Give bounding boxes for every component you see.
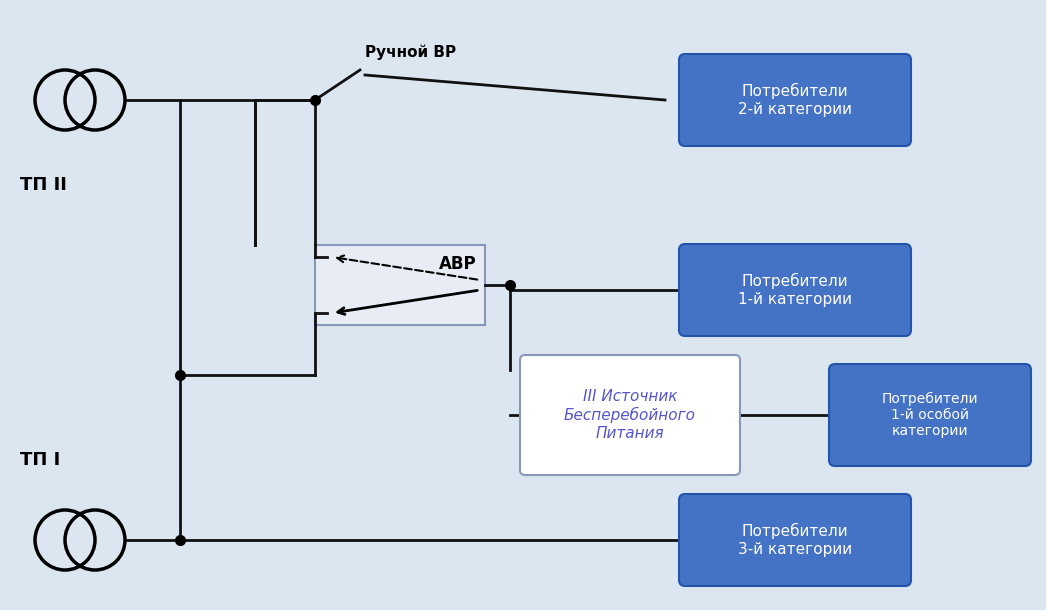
FancyBboxPatch shape	[679, 494, 911, 586]
Text: Потребители
1-й особой
категории: Потребители 1-й особой категории	[882, 392, 978, 438]
Text: Потребители
1-й категории: Потребители 1-й категории	[738, 273, 852, 307]
FancyBboxPatch shape	[679, 244, 911, 336]
FancyBboxPatch shape	[679, 54, 911, 146]
Text: ТП II: ТП II	[20, 176, 67, 194]
Text: Потребители
3-й категории: Потребители 3-й категории	[737, 523, 852, 557]
Text: Потребители
2-й категории: Потребители 2-й категории	[738, 83, 852, 117]
FancyBboxPatch shape	[520, 355, 740, 475]
Text: ТП I: ТП I	[20, 451, 61, 469]
FancyBboxPatch shape	[315, 245, 485, 325]
Text: Ручной ВР: Ручной ВР	[365, 45, 456, 60]
FancyBboxPatch shape	[829, 364, 1031, 466]
Text: III Источник
Бесперебойного
Питания: III Источник Бесперебойного Питания	[564, 389, 696, 440]
Text: АВР: АВР	[439, 255, 477, 273]
